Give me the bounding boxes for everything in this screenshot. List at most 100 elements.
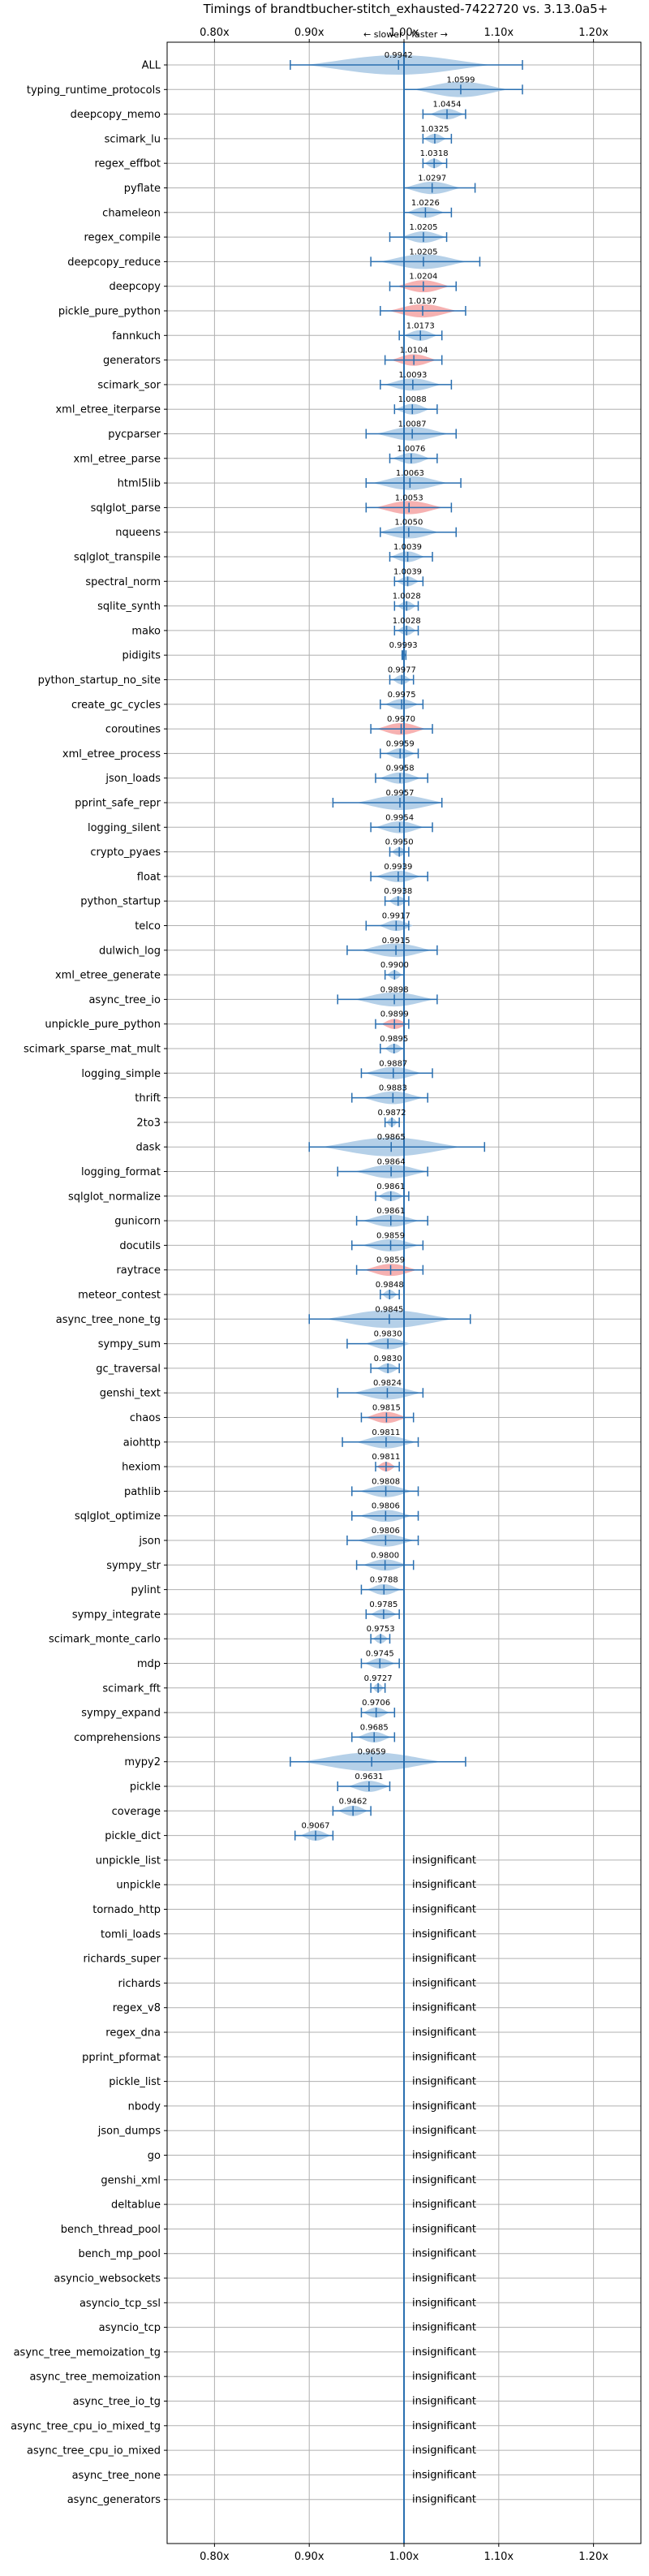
- value-label: 0.9811: [372, 1453, 400, 1462]
- benchmark-label: sqlglot_normalize: [68, 1191, 161, 1203]
- benchmark-label: aiohttp: [123, 1437, 161, 1449]
- benchmark-label: mako: [131, 625, 161, 637]
- value-label: 0.9864: [377, 1158, 406, 1167]
- value-label: 1.0173: [406, 321, 435, 330]
- benchmark-label: asyncio_tcp: [99, 2322, 161, 2334]
- insignificant-label: insignificant: [412, 1977, 476, 1989]
- benchmark-label: dask: [135, 1142, 161, 1154]
- insignificant-label: insignificant: [412, 2027, 476, 2039]
- benchmark-label: logging_simple: [81, 1068, 161, 1080]
- value-label: 1.0318: [420, 149, 449, 158]
- benchmark-label: comprehensions: [74, 1732, 161, 1744]
- insignificant-label: insignificant: [412, 2076, 476, 2088]
- value-label: 0.9830: [374, 1330, 402, 1339]
- value-label: 0.9861: [376, 1182, 405, 1191]
- value-label: 0.9970: [387, 715, 415, 724]
- benchmark-label: sqlglot_parse: [91, 502, 161, 515]
- insignificant-label: insignificant: [412, 2371, 476, 2383]
- benchmark-label: xml_etree_iterparse: [55, 404, 161, 416]
- value-label: 0.9788: [370, 1576, 398, 1585]
- benchmark-label: nqueens: [115, 527, 161, 539]
- value-label: 1.0197: [409, 297, 437, 306]
- benchmark-label: deepcopy_memo: [71, 109, 161, 121]
- value-label: 0.9845: [375, 1305, 403, 1314]
- insignificant-label: insignificant: [412, 1953, 476, 1965]
- insignificant-label: insignificant: [412, 2272, 476, 2285]
- value-label: 1.0454: [433, 101, 462, 110]
- benchmark-label: pylint: [131, 1584, 161, 1596]
- direction-note: ← slower | faster →: [363, 29, 448, 40]
- value-label: 1.0063: [396, 469, 424, 478]
- benchmark-label: json_dumps: [97, 2126, 161, 2138]
- benchmark-label: 2to3: [136, 1117, 161, 1129]
- insignificant-label: insignificant: [412, 1904, 476, 1916]
- benchmark-label: chaos: [130, 1412, 161, 1424]
- benchmark-label: float: [137, 871, 161, 883]
- benchmark-label: unpickle: [116, 1880, 161, 1892]
- benchmark-label: meteor_contest: [78, 1290, 161, 1302]
- benchmark-label: deepcopy_reduce: [67, 256, 161, 269]
- benchmark-label: spectral_norm: [85, 576, 161, 588]
- benchmark-label: async_tree_io_tg: [73, 2396, 161, 2408]
- value-label: 0.9954: [385, 813, 414, 822]
- benchmark-label: pickle_dict: [105, 1830, 161, 1842]
- benchmark-label: sympy_integrate: [72, 1609, 161, 1621]
- insignificant-label: insignificant: [412, 2396, 476, 2408]
- value-label: 0.9806: [372, 1502, 400, 1511]
- insignificant-label: insignificant: [412, 2174, 476, 2186]
- benchmark-label: docutils: [119, 1240, 161, 1252]
- value-label: 0.9815: [372, 1404, 401, 1413]
- value-label: 0.9727: [364, 1674, 393, 1683]
- benchmark-label: async_tree_memoization_tg: [14, 2346, 161, 2358]
- benchmark-label: dulwich_log: [99, 945, 161, 957]
- benchmark-label: sympy_sum: [98, 1338, 161, 1350]
- benchmark-label: python_startup: [80, 896, 161, 908]
- benchmark-label: async_tree_none_tg: [56, 1314, 161, 1326]
- value-label: 0.9977: [388, 666, 416, 675]
- benchmark-label: html5lib: [118, 478, 161, 490]
- insignificant-label: insignificant: [412, 2100, 476, 2113]
- value-label: 0.9685: [360, 1723, 389, 1732]
- value-label: 0.9950: [385, 838, 414, 847]
- value-label: 0.9865: [377, 1133, 406, 1142]
- value-label: 0.9883: [379, 1084, 407, 1093]
- benchmark-label: unpickle_pure_python: [45, 1019, 161, 1031]
- value-label: 1.0050: [394, 519, 423, 528]
- benchmark-label: pidigits: [122, 650, 161, 662]
- benchmark-label: scimark_monte_carlo: [49, 1634, 161, 1646]
- benchmark-label: raytrace: [116, 1264, 161, 1277]
- value-label: 0.9898: [380, 985, 409, 994]
- chart-title: Timings of brandtbucher-stitch_exhausted…: [203, 2, 608, 17]
- benchmark-label: pycparser: [108, 429, 161, 441]
- benchmark-label: python_startup_no_site: [38, 674, 161, 687]
- benchmark-label: pickle_list: [109, 2076, 161, 2088]
- benchmark-label: asyncio_websockets: [54, 2273, 161, 2285]
- benchmark-label: unpickle_list: [96, 1854, 161, 1867]
- benchmark-label: typing_runtime_protocols: [27, 84, 161, 97]
- benchmark-label: generators: [103, 355, 161, 367]
- benchmark-label: genshi_xml: [101, 2174, 161, 2186]
- benchmark-label: mdp: [137, 1658, 161, 1670]
- benchmark-label: pprint_pformat: [82, 2052, 161, 2064]
- value-label: 0.9993: [389, 641, 418, 650]
- benchmark-label: pathlib: [124, 1486, 161, 1498]
- insignificant-label: insignificant: [412, 2223, 476, 2235]
- value-label: 0.9806: [372, 1527, 400, 1536]
- value-label: 1.0039: [393, 543, 422, 552]
- benchmark-label: async_tree_io: [88, 994, 161, 1006]
- benchmark-label: telco: [135, 920, 161, 933]
- axis-layer: 0.80x 0.80x 0.90x 0.90x 1.00x 1.00x 1.10x 1.10x…: [164, 27, 642, 2563]
- benchmark-label: pprint_safe_repr: [75, 798, 161, 810]
- insignificant-label: insignificant: [412, 2002, 476, 2014]
- insignificant-label: insignificant: [412, 2420, 476, 2432]
- value-label: 0.9848: [376, 1281, 404, 1290]
- benchmark-label: xml_etree_generate: [55, 970, 161, 982]
- value-label: 1.0325: [420, 125, 449, 134]
- value-label: 0.9887: [379, 1059, 407, 1068]
- benchmark-label: fannkuch: [112, 330, 161, 342]
- benchmark-label: hexiom: [122, 1462, 161, 1474]
- value-label: 1.0205: [409, 223, 437, 232]
- value-label: 0.9859: [376, 1231, 405, 1240]
- value-label: 0.9462: [339, 1797, 367, 1806]
